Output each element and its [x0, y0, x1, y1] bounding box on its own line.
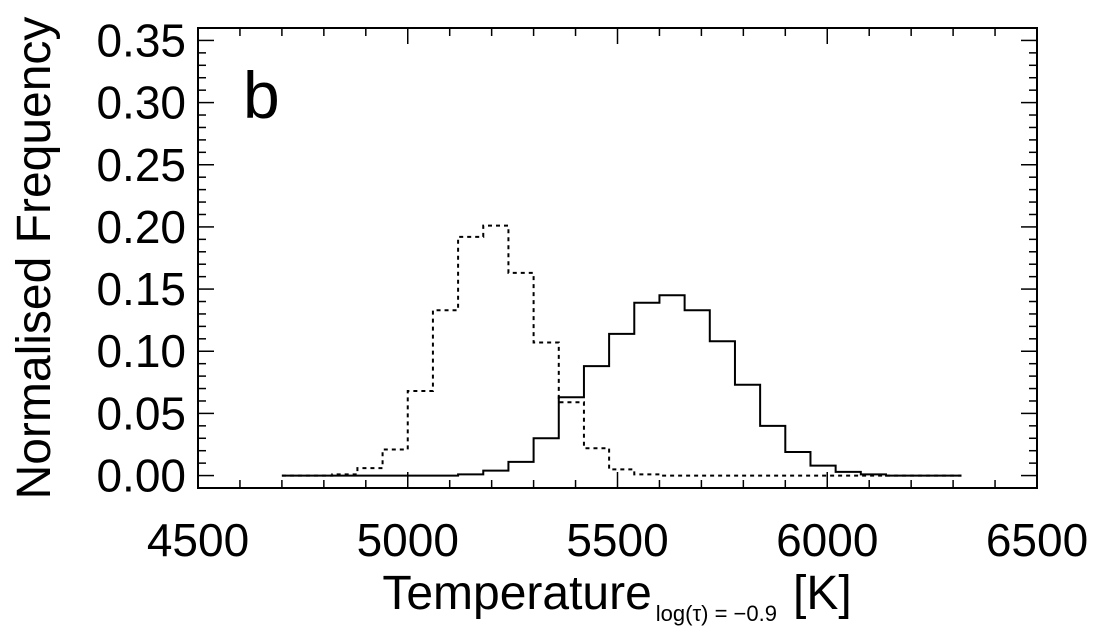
y-tick-label: 0.15	[96, 263, 186, 315]
y-tick-label: 0.00	[96, 450, 186, 502]
axis-ticks	[197, 28, 1038, 488]
x-tick-label: 6500	[986, 514, 1088, 566]
x-tick-label: 4500	[147, 514, 249, 566]
y-tick-label: 0.30	[96, 77, 186, 129]
histogram-series-dotted	[281, 224, 962, 477]
x-tick-label: 5000	[357, 514, 459, 566]
panel-label: b	[243, 58, 280, 132]
plot-frame	[197, 27, 1038, 489]
y-tick-label: 0.05	[96, 387, 186, 439]
x-tick-label: 5500	[566, 514, 668, 566]
x-axis-label-unit: [K]	[793, 567, 852, 620]
x-axis-label: Temperature log(τ) = −0.9 [K]	[382, 567, 851, 626]
x-axis-label-subscript: log(τ) = −0.9	[656, 601, 777, 626]
y-axis-label: Normalised Frequency	[8, 17, 61, 500]
y-tick-label: 0.25	[96, 139, 186, 191]
x-axis-label-main: Temperature	[382, 567, 651, 620]
histogram-series-solid	[281, 294, 962, 477]
y-tick-label: 0.10	[96, 325, 186, 377]
y-tick-label: 0.35	[96, 14, 186, 66]
y-tick-label: 0.20	[96, 201, 186, 253]
x-tick-label: 6000	[776, 514, 878, 566]
